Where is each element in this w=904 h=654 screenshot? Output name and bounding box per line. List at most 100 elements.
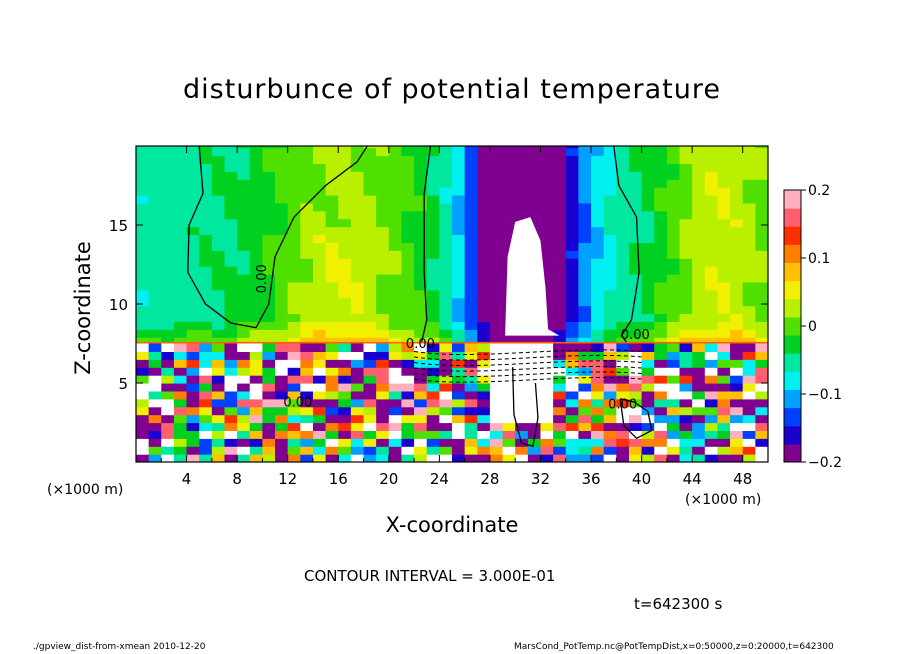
heatmap-cell bbox=[249, 146, 263, 149]
heatmap-cell bbox=[224, 226, 238, 236]
heatmap-cell bbox=[363, 305, 377, 315]
heatmap-cell bbox=[603, 430, 617, 439]
heatmap-cell bbox=[237, 454, 251, 462]
heatmap-cell bbox=[376, 367, 390, 376]
heatmap-cell bbox=[527, 194, 542, 204]
heatmap-cell bbox=[704, 406, 719, 416]
heatmap-cell bbox=[338, 147, 352, 157]
heatmap-cell bbox=[628, 313, 643, 322]
heatmap-cell bbox=[515, 414, 529, 424]
heatmap-cell bbox=[426, 313, 440, 322]
heatmap-cell bbox=[376, 329, 390, 338]
heatmap-cell bbox=[527, 438, 542, 447]
heatmap-cell bbox=[439, 313, 453, 322]
heatmap-cell bbox=[654, 446, 668, 455]
heatmap-cell bbox=[704, 313, 719, 322]
heatmap-cell bbox=[211, 226, 226, 236]
heatmap-cell bbox=[452, 406, 466, 416]
heatmap-cell bbox=[376, 406, 390, 416]
heatmap-cell bbox=[186, 454, 200, 462]
heatmap-cell bbox=[565, 414, 579, 424]
heatmap-cell bbox=[502, 163, 516, 172]
heatmap-cell bbox=[350, 313, 365, 322]
heatmap-cell bbox=[578, 422, 592, 431]
heatmap-cell bbox=[515, 194, 529, 204]
heatmap-cell bbox=[211, 163, 226, 172]
heatmap-cell bbox=[161, 146, 175, 149]
heatmap-cell bbox=[717, 210, 731, 220]
heatmap-cell bbox=[565, 242, 579, 251]
heatmap-cell bbox=[136, 297, 150, 307]
heatmap-cell bbox=[262, 446, 276, 455]
heatmap-cell bbox=[300, 367, 314, 376]
heatmap-cell bbox=[452, 242, 466, 251]
heatmap-cell bbox=[603, 359, 617, 368]
heatmap-cell bbox=[300, 329, 314, 338]
heatmap-cell bbox=[287, 446, 301, 455]
heatmap-cell bbox=[730, 266, 744, 275]
heatmap-cell bbox=[211, 179, 226, 188]
heatmap-cell bbox=[616, 446, 630, 455]
heatmap-cell bbox=[578, 289, 592, 299]
heatmap-cell bbox=[679, 146, 693, 149]
heatmap-cell bbox=[275, 375, 289, 384]
heatmap-cell bbox=[755, 281, 768, 291]
heatmap-cell bbox=[325, 266, 339, 275]
heatmap-cell bbox=[666, 430, 681, 439]
heatmap-cell bbox=[148, 414, 162, 424]
heatmap-cell bbox=[464, 226, 478, 236]
heatmap-cell bbox=[704, 273, 719, 283]
heatmap-cell bbox=[578, 273, 592, 283]
heatmap-cell bbox=[173, 258, 188, 267]
heatmap-cell bbox=[161, 351, 175, 360]
heatmap-cell bbox=[502, 446, 516, 455]
footer-data-source: MarsCond_PotTemp.nc@PotTempDist,x=0:5000… bbox=[514, 642, 834, 652]
heatmap-cell bbox=[565, 281, 579, 291]
heatmap-cell bbox=[515, 446, 529, 455]
heatmap-cell bbox=[641, 398, 655, 408]
heatmap-cell bbox=[717, 406, 731, 416]
heatmap-cell bbox=[565, 163, 579, 172]
heatmap-cell bbox=[628, 250, 643, 259]
heatmap-cell bbox=[591, 430, 605, 439]
heatmap-cell bbox=[148, 343, 162, 352]
heatmap-cell bbox=[312, 390, 327, 400]
heatmap-cell bbox=[426, 155, 440, 164]
heatmap-cell bbox=[414, 266, 428, 275]
heatmap-cell bbox=[679, 266, 693, 275]
heatmap-cell bbox=[654, 414, 668, 424]
heatmap-cell bbox=[426, 359, 440, 368]
heatmap-cell bbox=[312, 406, 327, 416]
heatmap-cell bbox=[692, 305, 706, 315]
heatmap-cell bbox=[464, 210, 478, 220]
heatmap-cell bbox=[173, 273, 188, 283]
heatmap-cell bbox=[477, 163, 491, 172]
heatmap-cell bbox=[578, 226, 592, 236]
heatmap-cell bbox=[755, 406, 768, 416]
colorbar-swatch bbox=[784, 190, 801, 209]
heatmap-cell bbox=[401, 329, 415, 338]
heatmap-cell bbox=[350, 202, 365, 212]
heatmap-cell bbox=[578, 383, 592, 392]
heatmap-cell bbox=[363, 438, 377, 447]
x-tick-label: 4 bbox=[182, 470, 192, 488]
heatmap-cell bbox=[730, 329, 744, 338]
heatmap-cell bbox=[477, 321, 491, 330]
heatmap-cell bbox=[717, 337, 731, 346]
heatmap-cell bbox=[730, 430, 744, 439]
heatmap-cell bbox=[237, 202, 251, 212]
heatmap-cell bbox=[363, 266, 377, 275]
heatmap-cell bbox=[426, 337, 440, 346]
heatmap-cell bbox=[224, 398, 238, 408]
heatmap-cell bbox=[654, 218, 668, 228]
heatmap-cell bbox=[173, 297, 188, 307]
heatmap-cell bbox=[489, 266, 504, 275]
heatmap-cell bbox=[603, 446, 617, 455]
heatmap-cell bbox=[553, 430, 567, 439]
heatmap-cell bbox=[426, 398, 440, 408]
heatmap-cell bbox=[350, 226, 365, 236]
heatmap-cell bbox=[717, 375, 731, 384]
heatmap-cell bbox=[388, 202, 403, 212]
heatmap-cell bbox=[704, 446, 719, 455]
colorbar-swatch bbox=[784, 298, 801, 318]
